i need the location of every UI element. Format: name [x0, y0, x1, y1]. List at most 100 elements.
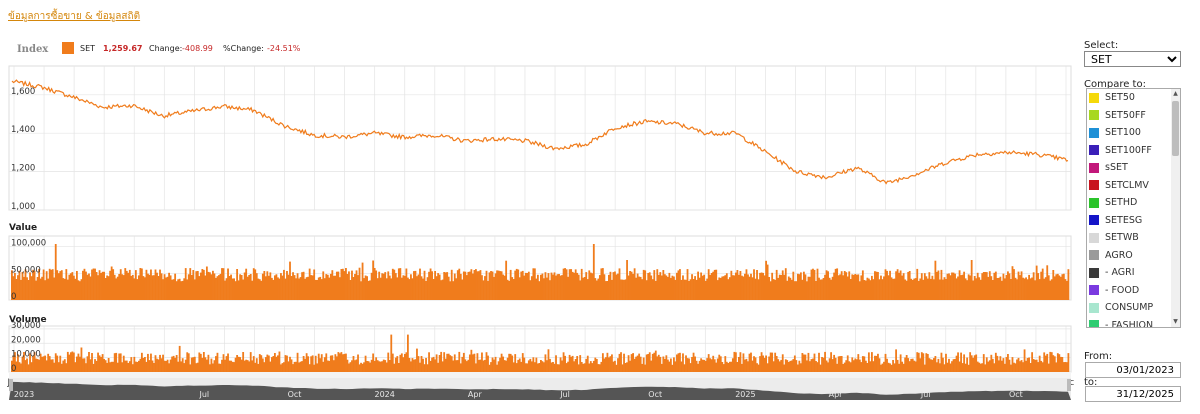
compare-item[interactable]: - FASHION	[1087, 317, 1180, 327]
bar	[47, 353, 50, 372]
bar	[798, 360, 801, 372]
bar	[845, 360, 848, 372]
compare-item-label: SETCLMV	[1105, 179, 1149, 191]
bar	[29, 353, 31, 372]
bar	[580, 268, 583, 300]
bar	[215, 277, 217, 300]
bar	[338, 277, 341, 300]
bar	[781, 354, 784, 372]
bar	[459, 363, 462, 372]
bar	[840, 356, 843, 372]
bar	[1022, 277, 1024, 300]
to-date-input[interactable]	[1085, 386, 1181, 402]
bar	[106, 275, 109, 300]
compare-item[interactable]: SETWB	[1087, 229, 1180, 247]
bar	[813, 353, 816, 372]
compare-item[interactable]: - AGRI	[1087, 264, 1180, 282]
bar	[874, 271, 876, 300]
bar	[1022, 362, 1024, 372]
bar	[381, 273, 384, 300]
bar	[673, 357, 675, 372]
bar	[747, 274, 749, 300]
bar	[942, 279, 944, 300]
bar	[630, 271, 633, 300]
bar	[302, 356, 305, 372]
compare-item[interactable]: SET50	[1087, 89, 1180, 107]
navigator-handle-left[interactable]	[9, 379, 13, 391]
bar	[103, 359, 106, 372]
compare-item[interactable]: - FOOD	[1087, 282, 1180, 300]
bar	[364, 275, 367, 300]
bar	[827, 362, 829, 372]
compare-item[interactable]: SETESG	[1087, 212, 1180, 230]
trading-statistics-link[interactable]: ข้อมูลการซื้อขาย & ข้อมูลสถิติ	[8, 11, 141, 22]
compare-item[interactable]: SET50FF	[1087, 107, 1180, 125]
navigator-label: Apr	[468, 390, 483, 399]
scroll-up-icon[interactable]: ▲	[1173, 90, 1178, 97]
bar	[926, 354, 929, 372]
bar	[979, 363, 982, 372]
bar	[577, 364, 580, 372]
compare-item[interactable]: CONSUMP	[1087, 299, 1180, 317]
bar	[632, 353, 635, 372]
bar	[490, 271, 492, 300]
bar	[446, 353, 449, 372]
bar	[177, 361, 180, 372]
bar	[431, 357, 433, 372]
compare-item[interactable]: AGRO	[1087, 247, 1180, 265]
bar	[156, 272, 158, 300]
compare-swatch	[1089, 197, 1099, 208]
bar	[604, 357, 607, 372]
bar	[348, 363, 350, 372]
compare-scrollbar[interactable]: ▲ ▼	[1171, 89, 1180, 327]
compare-item[interactable]: SET100FF	[1087, 142, 1180, 160]
bar	[783, 364, 786, 372]
bar	[777, 277, 780, 300]
value-tick-2: 100,000	[11, 239, 46, 249]
from-date-input[interactable]	[1085, 362, 1181, 378]
bar	[189, 364, 192, 372]
bar	[163, 360, 166, 372]
scroll-thumb[interactable]	[1172, 101, 1179, 156]
bar	[41, 356, 44, 372]
bar	[582, 277, 585, 300]
scroll-down-icon[interactable]: ▼	[1173, 318, 1178, 325]
index-select[interactable]: SET	[1084, 51, 1181, 67]
bar	[21, 272, 24, 300]
bar	[580, 362, 583, 372]
bar	[650, 275, 653, 300]
bar	[948, 273, 950, 300]
bar	[275, 356, 278, 372]
compare-item[interactable]: SET100	[1087, 124, 1180, 142]
bar	[372, 260, 375, 300]
compare-item[interactable]: SETHD	[1087, 194, 1180, 212]
bar	[644, 270, 647, 300]
bar	[100, 273, 102, 300]
bar	[1005, 275, 1008, 300]
bar	[582, 363, 585, 372]
bar	[444, 358, 447, 372]
bar	[550, 362, 553, 372]
bar	[878, 279, 881, 300]
bar	[993, 363, 996, 372]
compare-item[interactable]: SETCLMV	[1087, 177, 1180, 195]
bar	[476, 271, 479, 300]
bar	[420, 276, 423, 300]
bar	[568, 354, 571, 372]
bar	[509, 269, 512, 300]
bar	[449, 355, 452, 372]
bar	[361, 363, 364, 372]
bar	[591, 273, 594, 300]
bar	[1013, 362, 1015, 372]
bar	[431, 271, 433, 300]
bar	[623, 279, 625, 300]
compare-list[interactable]: SET50 SET50FF SET100 SET100FF sSET SETCLMV SET…	[1086, 88, 1181, 328]
legend-swatch[interactable]	[62, 42, 74, 54]
bar	[887, 275, 890, 300]
bar	[225, 278, 228, 300]
bar	[311, 355, 314, 372]
compare-item[interactable]: sSET	[1087, 159, 1180, 177]
navigator-handle-right[interactable]	[1067, 379, 1071, 391]
bar	[378, 271, 381, 300]
bar	[33, 270, 36, 300]
